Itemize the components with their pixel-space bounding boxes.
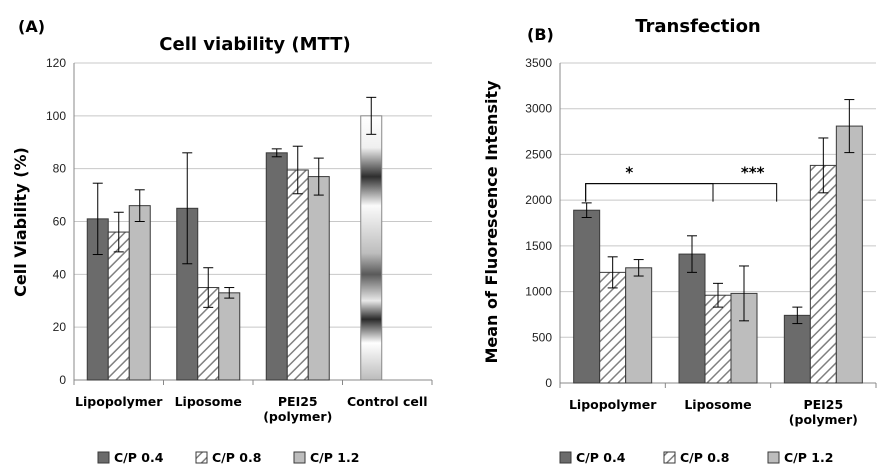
panel-a-y-tick-label: 100 xyxy=(46,109,66,123)
panel-a-label: (A) xyxy=(18,17,45,36)
panel-b-y-tick-label: 500 xyxy=(532,330,552,344)
panel-b-label: (B) xyxy=(527,25,554,44)
panel-a-category-label: (polymer) xyxy=(263,409,332,424)
panel-a-bar xyxy=(286,169,309,381)
panel-a-y-tick-label: 20 xyxy=(53,320,67,334)
panel-b-legend-label: C/P 0.8 xyxy=(680,450,729,465)
panel-a-y-tick-label: 120 xyxy=(46,56,66,70)
panel-b-bar xyxy=(625,267,653,384)
panel-b-significance-bracket xyxy=(585,183,714,202)
panel-b-y-tick-label: 3000 xyxy=(525,102,552,116)
panel-b-y-tick-label: 2500 xyxy=(525,147,552,161)
panel-b-bar xyxy=(678,253,706,384)
panel-b-bar xyxy=(573,209,601,384)
panel-a-category-label: Control cell xyxy=(347,394,427,409)
panel-b-y-axis-label: Mean of Fluorescence Intensity xyxy=(482,80,501,364)
panel-b-significance-label: *** xyxy=(741,164,765,182)
panel-a-legend-label: C/P 1.2 xyxy=(310,450,359,465)
panel-b-category-label: Lipopolymer xyxy=(569,397,657,412)
panel-a-category-label: Liposome xyxy=(175,394,242,409)
panel-b-y-tick-label: 0 xyxy=(545,376,552,390)
panel-a-y-tick-label: 60 xyxy=(53,215,67,229)
panel-b-significance-bracket xyxy=(585,183,778,202)
panel-b-legend-label: C/P 1.2 xyxy=(784,450,833,465)
panel-a-category-label: PEI25 xyxy=(278,394,318,409)
panel-b-bar xyxy=(835,125,863,384)
panel-a-bar xyxy=(128,205,151,381)
panel-a-control-bar xyxy=(360,115,383,381)
panel-a-bar xyxy=(107,231,130,381)
panel-b-plot: 0 500 1000 1500 2000 2500 3000 3500 Lipopolymer L… xyxy=(525,56,877,465)
panel-a-legend-label: C/P 0.4 xyxy=(114,450,164,465)
panel-a-category-label: Lipopolymer xyxy=(75,394,163,409)
panel-a-legend-label: C/P 0.8 xyxy=(212,450,261,465)
panel-a-bar xyxy=(307,176,330,381)
panel-b-bar xyxy=(783,314,811,384)
panel-b-y-tick-label: 2000 xyxy=(525,193,552,207)
panel-b-bar xyxy=(809,164,837,384)
panel-a-y-tick-label: 0 xyxy=(59,373,66,387)
panel-a-title: Cell viability (MTT) xyxy=(159,34,350,55)
panel-a-plot: 0 20 40 60 80 100 120 Lipopolymer Liposome PEI25(… xyxy=(46,56,433,465)
panel-b-category-label: (polymer) xyxy=(789,412,858,427)
panel-a-legend-swatch xyxy=(97,451,110,464)
panel-b-significance-label: * xyxy=(625,164,633,182)
panel-b-y-tick-label: 1500 xyxy=(525,239,552,253)
panel-b-y-tick-label: 1000 xyxy=(525,285,552,299)
panel-a-legend-swatch xyxy=(195,451,208,464)
panel-b-bar xyxy=(704,294,732,384)
panel-a-y-tick-label: 80 xyxy=(53,162,67,176)
panel-b-legend-swatch xyxy=(559,451,572,464)
panel-b-bar xyxy=(599,271,627,384)
panel-a-bar xyxy=(218,292,241,381)
panel-a-legend-swatch xyxy=(293,451,306,464)
panel-b-legend-swatch xyxy=(767,451,780,464)
panel-b-category-label: PEI25 xyxy=(803,397,843,412)
panel-b-category-label: Liposome xyxy=(684,397,751,412)
panel-a-y-tick-label: 40 xyxy=(53,267,67,281)
panel-b-legend: C/P 0.4 C/P 0.8 C/P 1.2 xyxy=(559,450,833,465)
panel-b-y-tick-label: 3500 xyxy=(525,56,552,70)
panel-a-legend: C/P 0.4 C/P 0.8 C/P 1.2 xyxy=(97,450,359,465)
panel-a-bar xyxy=(265,152,288,381)
panel-b-title: Transfection xyxy=(635,16,761,37)
panel-b-legend-label: C/P 0.4 xyxy=(576,450,626,465)
panel-b-legend-swatch xyxy=(663,451,676,464)
panel-a-y-axis-label: Cell Viability (%) xyxy=(11,147,30,297)
